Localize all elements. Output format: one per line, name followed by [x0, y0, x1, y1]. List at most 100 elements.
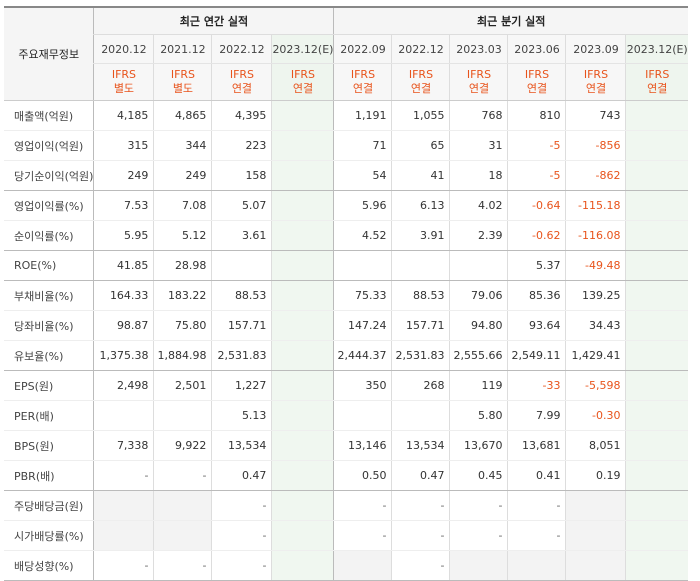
table-cell: 350 — [333, 370, 392, 401]
table-row: 시가배당률(%) - - - - - — [4, 520, 688, 551]
table-cell: 94.80 — [449, 310, 508, 341]
table-cell: - — [391, 550, 450, 581]
table-cell — [625, 250, 688, 281]
table-cell — [271, 100, 334, 131]
table-cell: 7.53 — [93, 190, 154, 221]
table-cell — [271, 160, 334, 191]
table-row: 배당성향(%) - - - - — [4, 550, 688, 581]
table-cell: - — [333, 520, 392, 551]
table-cell — [153, 520, 212, 551]
table-cell: -33 — [507, 370, 566, 401]
consolidation-label: 연결 — [410, 82, 432, 95]
ifrs-basis-header: IFRS 연결 — [271, 63, 334, 101]
row-label: 당기순이익(억원) — [4, 160, 94, 191]
table-cell: 139.25 — [565, 280, 626, 311]
table-cell: 0.47 — [211, 460, 272, 491]
table-cell: 8,051 — [565, 430, 626, 461]
row-label: 순이익률(%) — [4, 220, 94, 251]
table-cell: - — [391, 490, 450, 521]
table-cell: 13,670 — [449, 430, 508, 461]
period-header: 2023.03 — [449, 34, 508, 64]
table-cell: 147.24 — [333, 310, 392, 341]
period-header: 2021.12 — [153, 34, 212, 64]
table-cell — [625, 160, 688, 191]
table-cell: 2,555.66 — [449, 340, 508, 371]
ifrs-basis-header: IFRS 연결 — [625, 63, 688, 101]
table-row: 영업이익률(%) 7.53 7.08 5.07 5.96 6.13 4.02 -0.64 -11… — [4, 190, 688, 221]
table-cell: 4,395 — [211, 100, 272, 131]
annual-section-title: 최근 연간 실적 — [93, 6, 334, 35]
table-cell: -5 — [507, 130, 566, 161]
consolidation-label: 별도 — [172, 82, 194, 95]
table-cell: -862 — [565, 160, 626, 191]
table-cell — [565, 550, 626, 581]
table-cell: 183.22 — [153, 280, 212, 311]
ifrs-header-row: IFRS 별도 IFRS 별도 IFRS 연결 IFRS 연결 IFRS 연결 IFRS 연결 IFRS… — [4, 63, 688, 101]
table-cell — [271, 550, 334, 581]
table-cell — [271, 490, 334, 521]
table-row: 매출액(억원) 4,185 4,865 4,395 1,191 1,055 768 810 74… — [4, 100, 688, 131]
table-cell: - — [211, 490, 272, 521]
table-cell: 268 — [391, 370, 450, 401]
table-cell: - — [507, 520, 566, 551]
consolidation-label: 연결 — [526, 82, 548, 95]
table-cell — [565, 520, 626, 551]
table-cell — [333, 400, 392, 431]
table-row: 영업이익(억원) 315 344 223 71 65 31 -5 -856 — [4, 130, 688, 161]
row-label-header: 주요재무정보 — [4, 6, 94, 101]
table-row: 순이익률(%) 5.95 5.12 3.61 4.52 3.91 2.39 -0.62 -116… — [4, 220, 688, 251]
financial-summary-table: 주요재무정보 최근 연간 실적 최근 분기 실적 2020.12 2021.12 2… — [4, 6, 688, 581]
table-cell — [625, 460, 688, 491]
table-cell: 1,375.38 — [93, 340, 154, 371]
table-cell — [625, 400, 688, 431]
table-cell: -115.18 — [565, 190, 626, 221]
table-cell: 5.07 — [211, 190, 272, 221]
table-cell: 5.13 — [211, 400, 272, 431]
consolidation-label: 연결 — [292, 82, 314, 95]
table-cell — [153, 400, 212, 431]
table-row: ROE(%) 41.85 28.98 5.37 -49.48 — [4, 250, 688, 281]
row-label: ROE(%) — [4, 250, 94, 281]
table-cell: -49.48 — [565, 250, 626, 281]
table-cell — [271, 130, 334, 161]
table-cell: - — [153, 550, 212, 581]
consolidation-label: 연결 — [352, 82, 374, 95]
period-header-row: 2020.12 2021.12 2022.12 2023.12(E) 2022.09 20… — [4, 34, 688, 64]
table-cell: 344 — [153, 130, 212, 161]
table-cell: 1,884.98 — [153, 340, 212, 371]
consolidation-label: 별도 — [113, 82, 135, 95]
table-cell — [333, 250, 392, 281]
ifrs-basis-header: IFRS 연결 — [391, 63, 450, 101]
row-label: 시가배당률(%) — [4, 520, 94, 551]
row-label: 유보율(%) — [4, 340, 94, 371]
table-cell — [507, 550, 566, 581]
table-cell — [271, 400, 334, 431]
table-cell: -856 — [565, 130, 626, 161]
table-cell: - — [449, 490, 508, 521]
table-cell: 1,429.41 — [565, 340, 626, 371]
table-cell: 88.53 — [211, 280, 272, 311]
table-cell — [271, 430, 334, 461]
period-header: 2022.12 — [211, 34, 272, 64]
table-cell: 65 — [391, 130, 450, 161]
table-cell: 7,338 — [93, 430, 154, 461]
table-cell: 3.61 — [211, 220, 272, 251]
period-header: 2022.09 — [333, 34, 392, 64]
table-cell: 75.80 — [153, 310, 212, 341]
table-cell: - — [391, 520, 450, 551]
table-cell: -5 — [507, 160, 566, 191]
table-cell — [449, 250, 508, 281]
table-cell: 41 — [391, 160, 450, 191]
table-cell — [625, 370, 688, 401]
table-cell: 18 — [449, 160, 508, 191]
table-cell — [625, 310, 688, 341]
table-cell — [271, 220, 334, 251]
ifrs-label: IFRS — [350, 68, 376, 81]
table-cell: 5.95 — [93, 220, 154, 251]
table-cell — [271, 190, 334, 221]
ifrs-label: IFRS — [111, 68, 137, 81]
row-label: 배당성향(%) — [4, 550, 94, 581]
table-cell: -116.08 — [565, 220, 626, 251]
table-cell: 4,185 — [93, 100, 154, 131]
consolidation-label: 연결 — [585, 82, 607, 95]
